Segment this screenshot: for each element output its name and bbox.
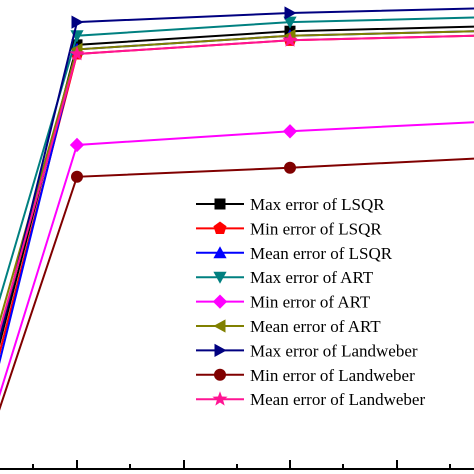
legend-entry: Max error of Landweber <box>196 341 418 360</box>
series-9 <box>0 32 474 333</box>
legend-entry: Mean error of Landweber <box>196 390 425 409</box>
legend-label: Min error of ART <box>250 293 371 312</box>
series-line <box>0 30 474 324</box>
series-8 <box>0 157 474 411</box>
data-point <box>69 137 85 153</box>
series-line <box>0 157 474 411</box>
series-line <box>0 30 474 364</box>
series-layer <box>0 6 474 411</box>
series-7 <box>0 6 474 342</box>
data-point <box>282 124 298 139</box>
legend-entry: Max error of ART <box>196 268 374 287</box>
data-point <box>284 6 297 20</box>
series-4 <box>0 16 474 301</box>
legend-label: Min error of LSQR <box>250 219 382 238</box>
legend-label: Mean error of LSQR <box>250 244 393 263</box>
legend-entry: Min error of LSQR <box>196 219 382 238</box>
series-line <box>0 7 474 342</box>
legend-marker <box>213 271 227 284</box>
series-line <box>0 16 474 301</box>
data-point <box>284 161 296 174</box>
legend-marker <box>213 319 226 333</box>
legend-marker <box>213 221 227 234</box>
legend-label: Max error of Landweber <box>250 341 418 360</box>
legend-entry: Mean error of LSQR <box>196 244 393 263</box>
data-point <box>71 15 84 29</box>
legend-marker <box>212 391 228 406</box>
legend-label: Min error of Landweber <box>250 366 415 385</box>
legend-label: Mean error of Landweber <box>250 390 425 409</box>
data-point <box>283 16 297 29</box>
legend-label: Max error of LSQR <box>250 195 385 214</box>
legend-marker <box>212 294 228 309</box>
series-line <box>0 34 474 333</box>
legend-entry: Min error of Landweber <box>196 366 415 385</box>
legend: Max error of LSQR Min error of LSQR Mean e… <box>196 195 425 409</box>
legend-label: Max error of ART <box>250 268 374 287</box>
legend-label: Mean error of ART <box>250 317 381 336</box>
data-point <box>69 45 85 61</box>
legend-entry: Max error of LSQR <box>196 195 385 214</box>
legend-marker <box>214 368 226 381</box>
axes <box>0 460 474 470</box>
legend-marker <box>213 246 227 259</box>
legend-marker <box>214 343 227 357</box>
data-point <box>282 32 298 47</box>
legend-marker <box>214 198 226 210</box>
series-line <box>0 121 474 397</box>
legend-entry: Min error of ART <box>196 293 371 312</box>
data-point <box>71 170 83 183</box>
series-5 <box>0 121 474 397</box>
legend-entry: Mean error of ART <box>196 317 381 336</box>
